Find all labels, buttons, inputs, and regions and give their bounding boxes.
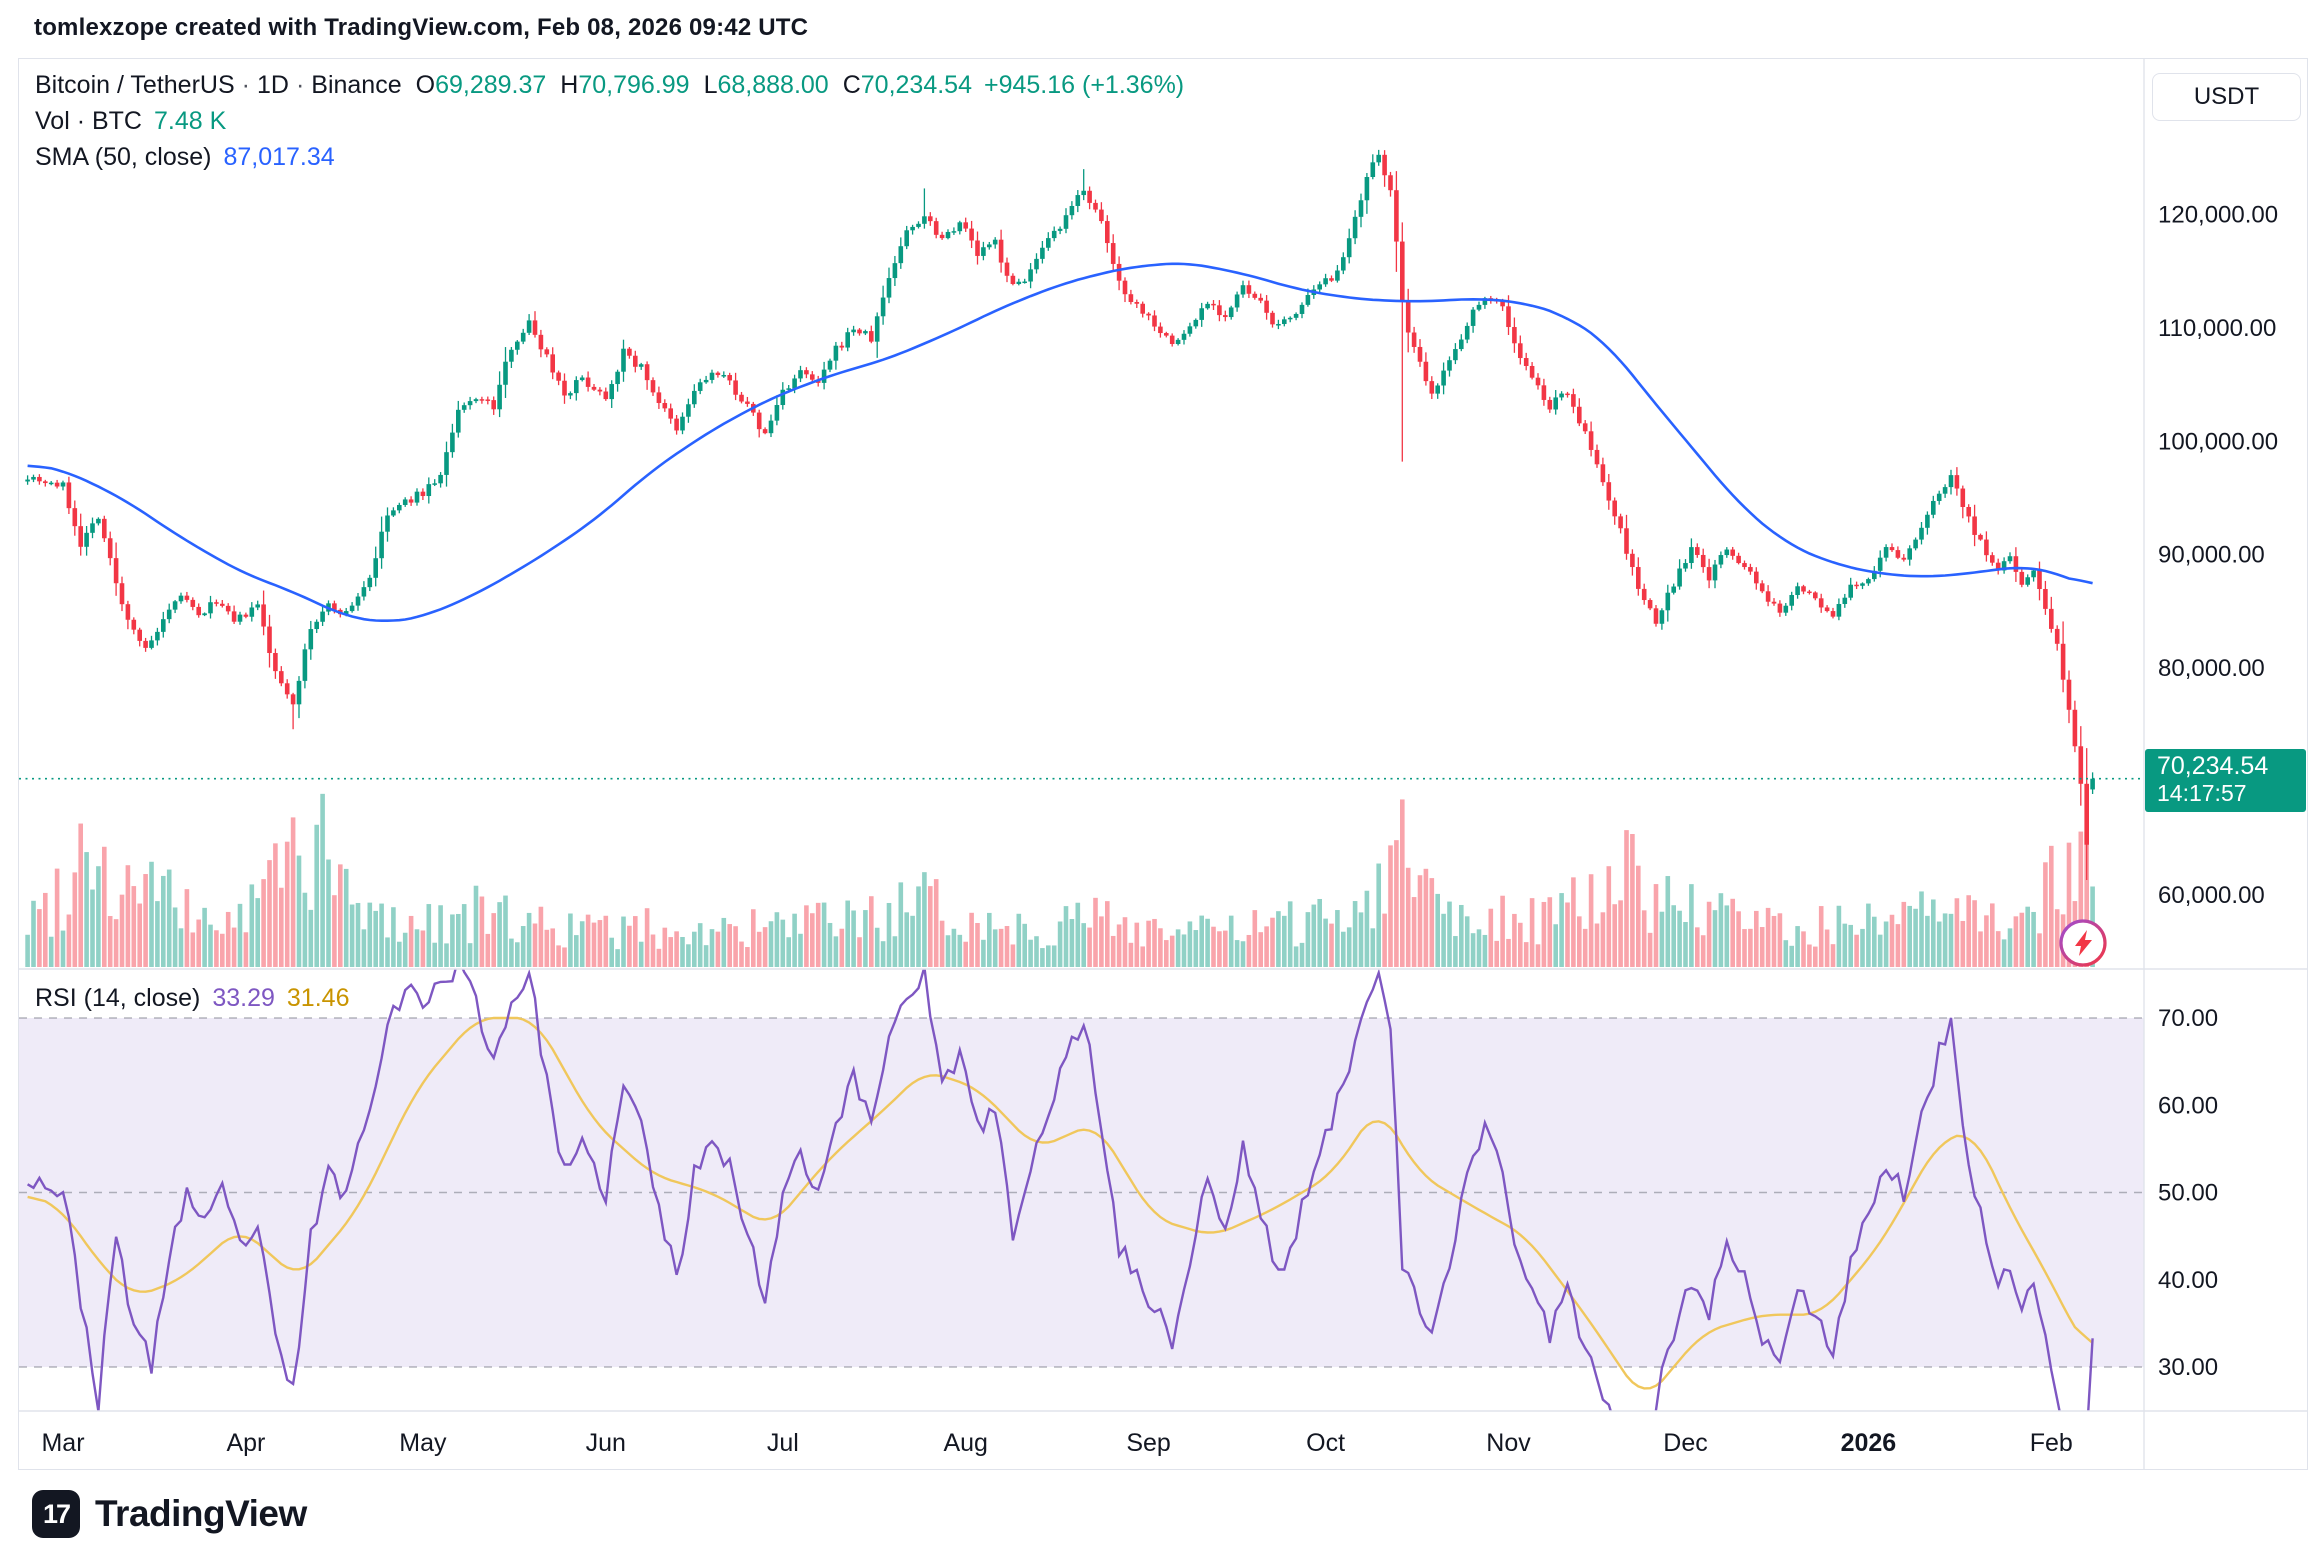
- time-tick-label: Feb: [2030, 1429, 2073, 1457]
- time-tick-label: Aug: [943, 1429, 987, 1457]
- footer: 17 TradingView: [32, 1490, 307, 1538]
- rsi-tick-label: 60.00: [2158, 1092, 2218, 1119]
- rsi-band: [19, 1017, 2144, 1368]
- rsi-tick-label: 40.00: [2158, 1267, 2218, 1294]
- time-axis-labels[interactable]: Mar Apr May Jun Jul Aug Sep Oct Nov Dec 2026 Feb: [41, 1429, 2072, 1457]
- bar-countdown: 14:17:57: [2157, 779, 2247, 806]
- price-tick-label: 60,000.00: [2158, 882, 2265, 909]
- currency-toggle-button[interactable]: USDT: [2152, 73, 2301, 121]
- price-tick-label: 110,000.00: [2158, 315, 2276, 342]
- time-tick-label: Apr: [226, 1429, 265, 1457]
- chart-widget: 120,000.00 110,000.00 100,000.00 90,000.00 8…: [18, 58, 2308, 1470]
- price-tick-label: 90,000.00: [2158, 542, 2265, 569]
- price-axis-labels[interactable]: 120,000.00 110,000.00 100,000.00 90,000.00 8…: [2158, 202, 2278, 1382]
- time-tick-label: Jun: [586, 1429, 626, 1457]
- tradingview-brand-text[interactable]: TradingView: [95, 1493, 307, 1534]
- time-tick-label: Dec: [1663, 1429, 1707, 1457]
- time-tick-label: Nov: [1486, 1429, 1531, 1457]
- candles-layer: [25, 149, 2095, 881]
- quick-trade-icon[interactable]: [2059, 919, 2107, 967]
- time-tick-label: Mar: [41, 1429, 84, 1457]
- price-tick-label: 120,000.00: [2158, 202, 2278, 229]
- time-tick-label: May: [399, 1429, 447, 1457]
- tradingview-logo-icon[interactable]: 17: [32, 1490, 80, 1538]
- time-tick-label: 2026: [1841, 1429, 1897, 1457]
- rsi-tick-label: 70.00: [2158, 1005, 2218, 1032]
- time-tick-label: Jul: [767, 1429, 799, 1457]
- attribution-text: tomlexzope created with TradingView.com,…: [34, 14, 809, 41]
- rsi-tick-label: 30.00: [2158, 1354, 2218, 1381]
- rsi-tick-label: 50.00: [2158, 1180, 2218, 1207]
- volume-layer: [25, 793, 2095, 967]
- price-tick-label: 100,000.00: [2158, 428, 2278, 455]
- sma-line: [27, 262, 2093, 622]
- rsi-ma-line: [27, 1016, 2094, 1390]
- time-tick-label: Oct: [1306, 1429, 1345, 1457]
- last-price-value: 70,234.54: [2157, 751, 2269, 780]
- rsi-lines: [26, 969, 2094, 1411]
- chart-canvas[interactable]: 120,000.00 110,000.00 100,000.00 90,000.00 8…: [19, 59, 2307, 1469]
- time-tick-label: Sep: [1126, 1429, 1170, 1457]
- last-price-badge: 70,234.54 14:17:57: [2145, 748, 2306, 812]
- rsi-line: [26, 969, 2094, 1411]
- price-tick-label: 80,000.00: [2158, 655, 2265, 682]
